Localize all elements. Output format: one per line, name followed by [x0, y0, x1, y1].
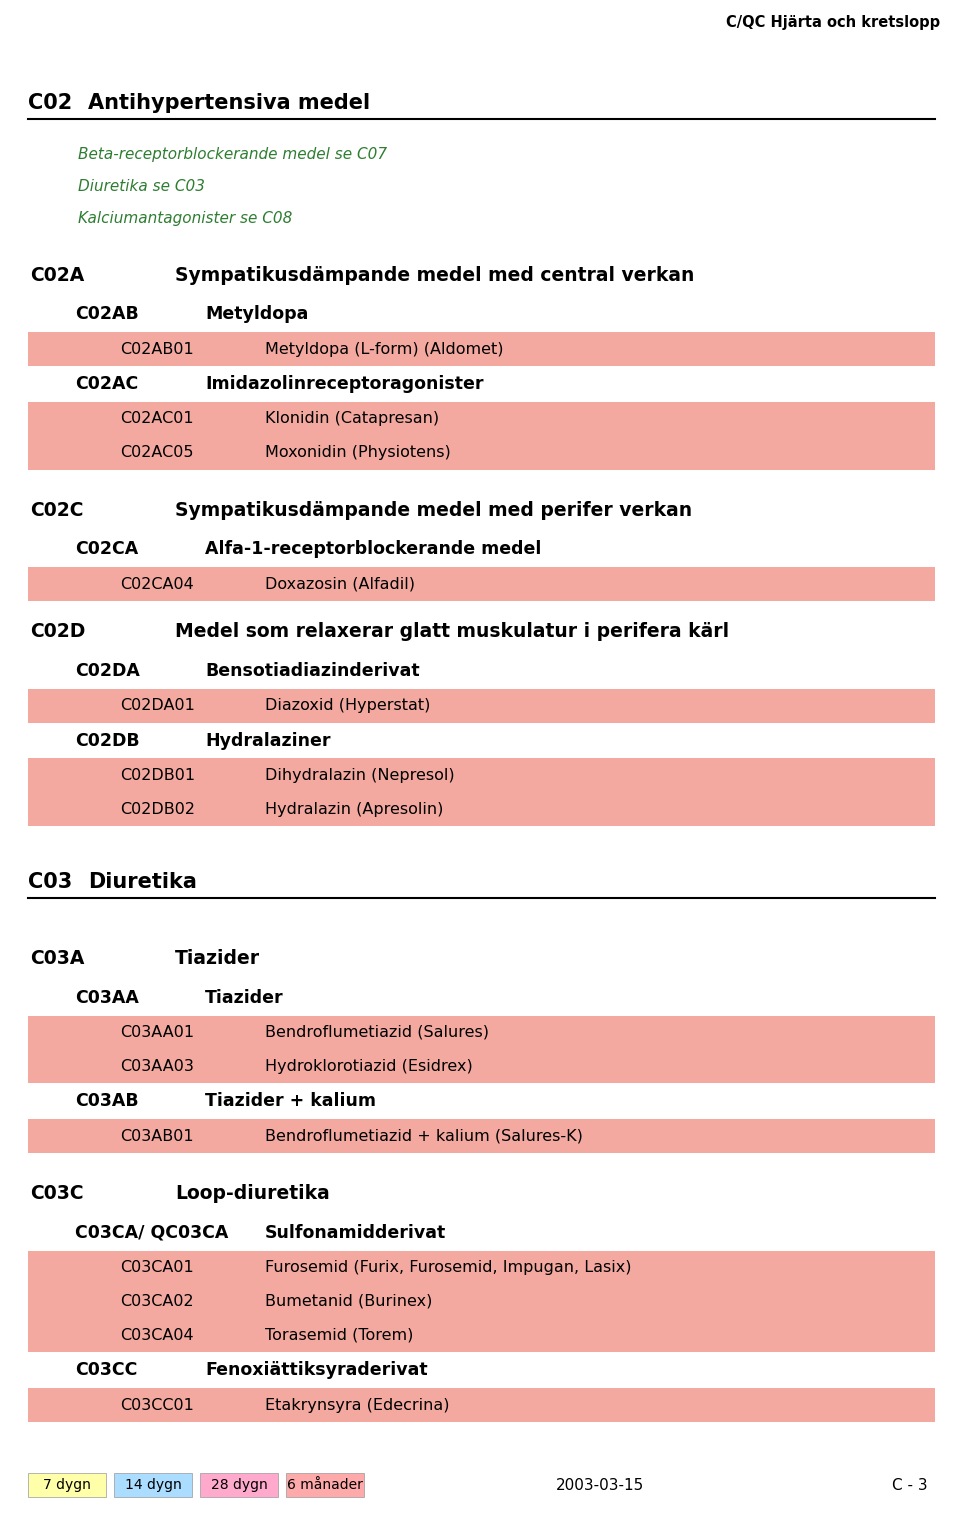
Text: C02CA04: C02CA04	[120, 576, 194, 592]
Text: C03CA02: C03CA02	[120, 1294, 194, 1310]
Text: C02DB: C02DB	[75, 732, 139, 750]
Bar	[28, 1016, 935, 1084]
Text: Tiazider + kalium: Tiazider + kalium	[205, 1093, 376, 1110]
Text: Klonidin (Catapresan): Klonidin (Catapresan)	[265, 412, 439, 426]
Text: C02AC01: C02AC01	[120, 412, 194, 426]
Bar	[28, 689, 935, 722]
Text: C02AB: C02AB	[75, 306, 139, 323]
Text: C03AB01: C03AB01	[120, 1128, 194, 1144]
Text: C03AA03: C03AA03	[120, 1059, 194, 1074]
Text: Bumetanid (Burinex): Bumetanid (Burinex)	[265, 1294, 432, 1310]
Text: Diuretika: Diuretika	[88, 871, 197, 891]
Bar	[28, 401, 935, 470]
Text: Antihypertensiva medel: Antihypertensiva medel	[88, 92, 371, 112]
Text: C03: C03	[28, 871, 72, 891]
Text: C03CC01: C03CC01	[120, 1397, 194, 1413]
Text: Doxazosin (Alfadil): Doxazosin (Alfadil)	[265, 576, 415, 592]
Bar	[28, 1388, 935, 1422]
Text: Metyldopa: Metyldopa	[205, 306, 308, 323]
Text: C03AA: C03AA	[75, 988, 139, 1007]
Text: C03C: C03C	[30, 1185, 84, 1203]
Text: C03CA/ QC03CA: C03CA/ QC03CA	[75, 1223, 228, 1242]
Text: Diazoxid (Hyperstat): Diazoxid (Hyperstat)	[265, 698, 430, 713]
Text: C02AC05: C02AC05	[120, 446, 194, 460]
Bar	[114, 1472, 192, 1497]
Text: 14 dygn: 14 dygn	[125, 1479, 181, 1492]
Text: 2003-03-15: 2003-03-15	[556, 1477, 644, 1492]
Text: Tiazider: Tiazider	[205, 988, 283, 1007]
Text: C02A: C02A	[30, 266, 84, 284]
Bar	[286, 1472, 364, 1497]
Text: Hydroklorotiazid (Esidrex): Hydroklorotiazid (Esidrex)	[265, 1059, 472, 1074]
Text: C02D: C02D	[30, 622, 85, 641]
Text: C03CA01: C03CA01	[120, 1260, 194, 1276]
Text: Alfa-1-receptorblockerande medel: Alfa-1-receptorblockerande medel	[205, 541, 541, 558]
Text: Sympatikusdämpande medel med perifer verkan: Sympatikusdämpande medel med perifer ver…	[175, 501, 692, 520]
Bar	[200, 1472, 278, 1497]
Text: Hydralazin (Apresolin): Hydralazin (Apresolin)	[265, 802, 444, 816]
Text: Bensotiadiazinderivat: Bensotiadiazinderivat	[205, 662, 420, 679]
Text: C02CA: C02CA	[75, 541, 138, 558]
Text: C03CC: C03CC	[75, 1362, 137, 1379]
Text: 7 dygn: 7 dygn	[43, 1479, 91, 1492]
Text: C03AA01: C03AA01	[120, 1025, 194, 1041]
Text: Sulfonamidderivat: Sulfonamidderivat	[265, 1223, 446, 1242]
Text: Loop-diuretika: Loop-diuretika	[175, 1185, 329, 1203]
Text: C02DA01: C02DA01	[120, 698, 195, 713]
Text: 28 dygn: 28 dygn	[210, 1479, 268, 1492]
Text: 6 månader: 6 månader	[287, 1479, 363, 1492]
Text: C02C: C02C	[30, 501, 84, 520]
Bar	[28, 1119, 935, 1153]
Text: Beta-receptorblockerande medel se C07: Beta-receptorblockerande medel se C07	[78, 148, 387, 163]
Text: Bendroflumetiazid + kalium (Salures-K): Bendroflumetiazid + kalium (Salures-K)	[265, 1128, 583, 1144]
Text: Hydralaziner: Hydralaziner	[205, 732, 330, 750]
Text: Diuretika se C03: Diuretika se C03	[78, 180, 205, 194]
Text: C03A: C03A	[30, 950, 84, 968]
Text: Tiazider: Tiazider	[175, 950, 260, 968]
Text: C02: C02	[28, 92, 72, 112]
Text: C - 3: C - 3	[892, 1477, 927, 1492]
Text: C03CA04: C03CA04	[120, 1328, 194, 1343]
Text: Furosemid (Furix, Furosemid, Impugan, Lasix): Furosemid (Furix, Furosemid, Impugan, La…	[265, 1260, 632, 1276]
Text: C/QC Hjärta och kretslopp: C/QC Hjärta och kretslopp	[726, 15, 940, 31]
Bar	[28, 567, 935, 601]
Text: C03AB: C03AB	[75, 1093, 138, 1110]
Text: Kalciumantagonister se C08: Kalciumantagonister se C08	[78, 211, 293, 226]
Bar	[28, 758, 935, 827]
Text: Bendroflumetiazid (Salures): Bendroflumetiazid (Salures)	[265, 1025, 489, 1041]
Text: Moxonidin (Physiotens): Moxonidin (Physiotens)	[265, 446, 451, 460]
Text: C02DA: C02DA	[75, 662, 140, 679]
Text: Torasemid (Torem): Torasemid (Torem)	[265, 1328, 414, 1343]
Text: Etakrynsyra (Edecrina): Etakrynsyra (Edecrina)	[265, 1397, 449, 1413]
Text: Metyldopa (L-form) (Aldomet): Metyldopa (L-form) (Aldomet)	[265, 341, 503, 357]
Text: Sympatikusdämpande medel med central verkan: Sympatikusdämpande medel med central ver…	[175, 266, 694, 284]
Text: C02DB02: C02DB02	[120, 802, 195, 816]
Text: Fenoxiättiksyraderivat: Fenoxiättiksyraderivat	[205, 1362, 427, 1379]
Text: Imidazolinreceptoragonister: Imidazolinreceptoragonister	[205, 375, 484, 393]
Bar	[28, 332, 935, 366]
Text: Dihydralazin (Nepresol): Dihydralazin (Nepresol)	[265, 768, 455, 782]
Bar	[28, 1251, 935, 1353]
Text: C02AB01: C02AB01	[120, 341, 194, 357]
Bar	[28, 1472, 106, 1497]
Text: C02AC: C02AC	[75, 375, 138, 393]
Text: C02DB01: C02DB01	[120, 768, 195, 782]
Text: Medel som relaxerar glatt muskulatur i perifera kärl: Medel som relaxerar glatt muskulatur i p…	[175, 622, 730, 641]
